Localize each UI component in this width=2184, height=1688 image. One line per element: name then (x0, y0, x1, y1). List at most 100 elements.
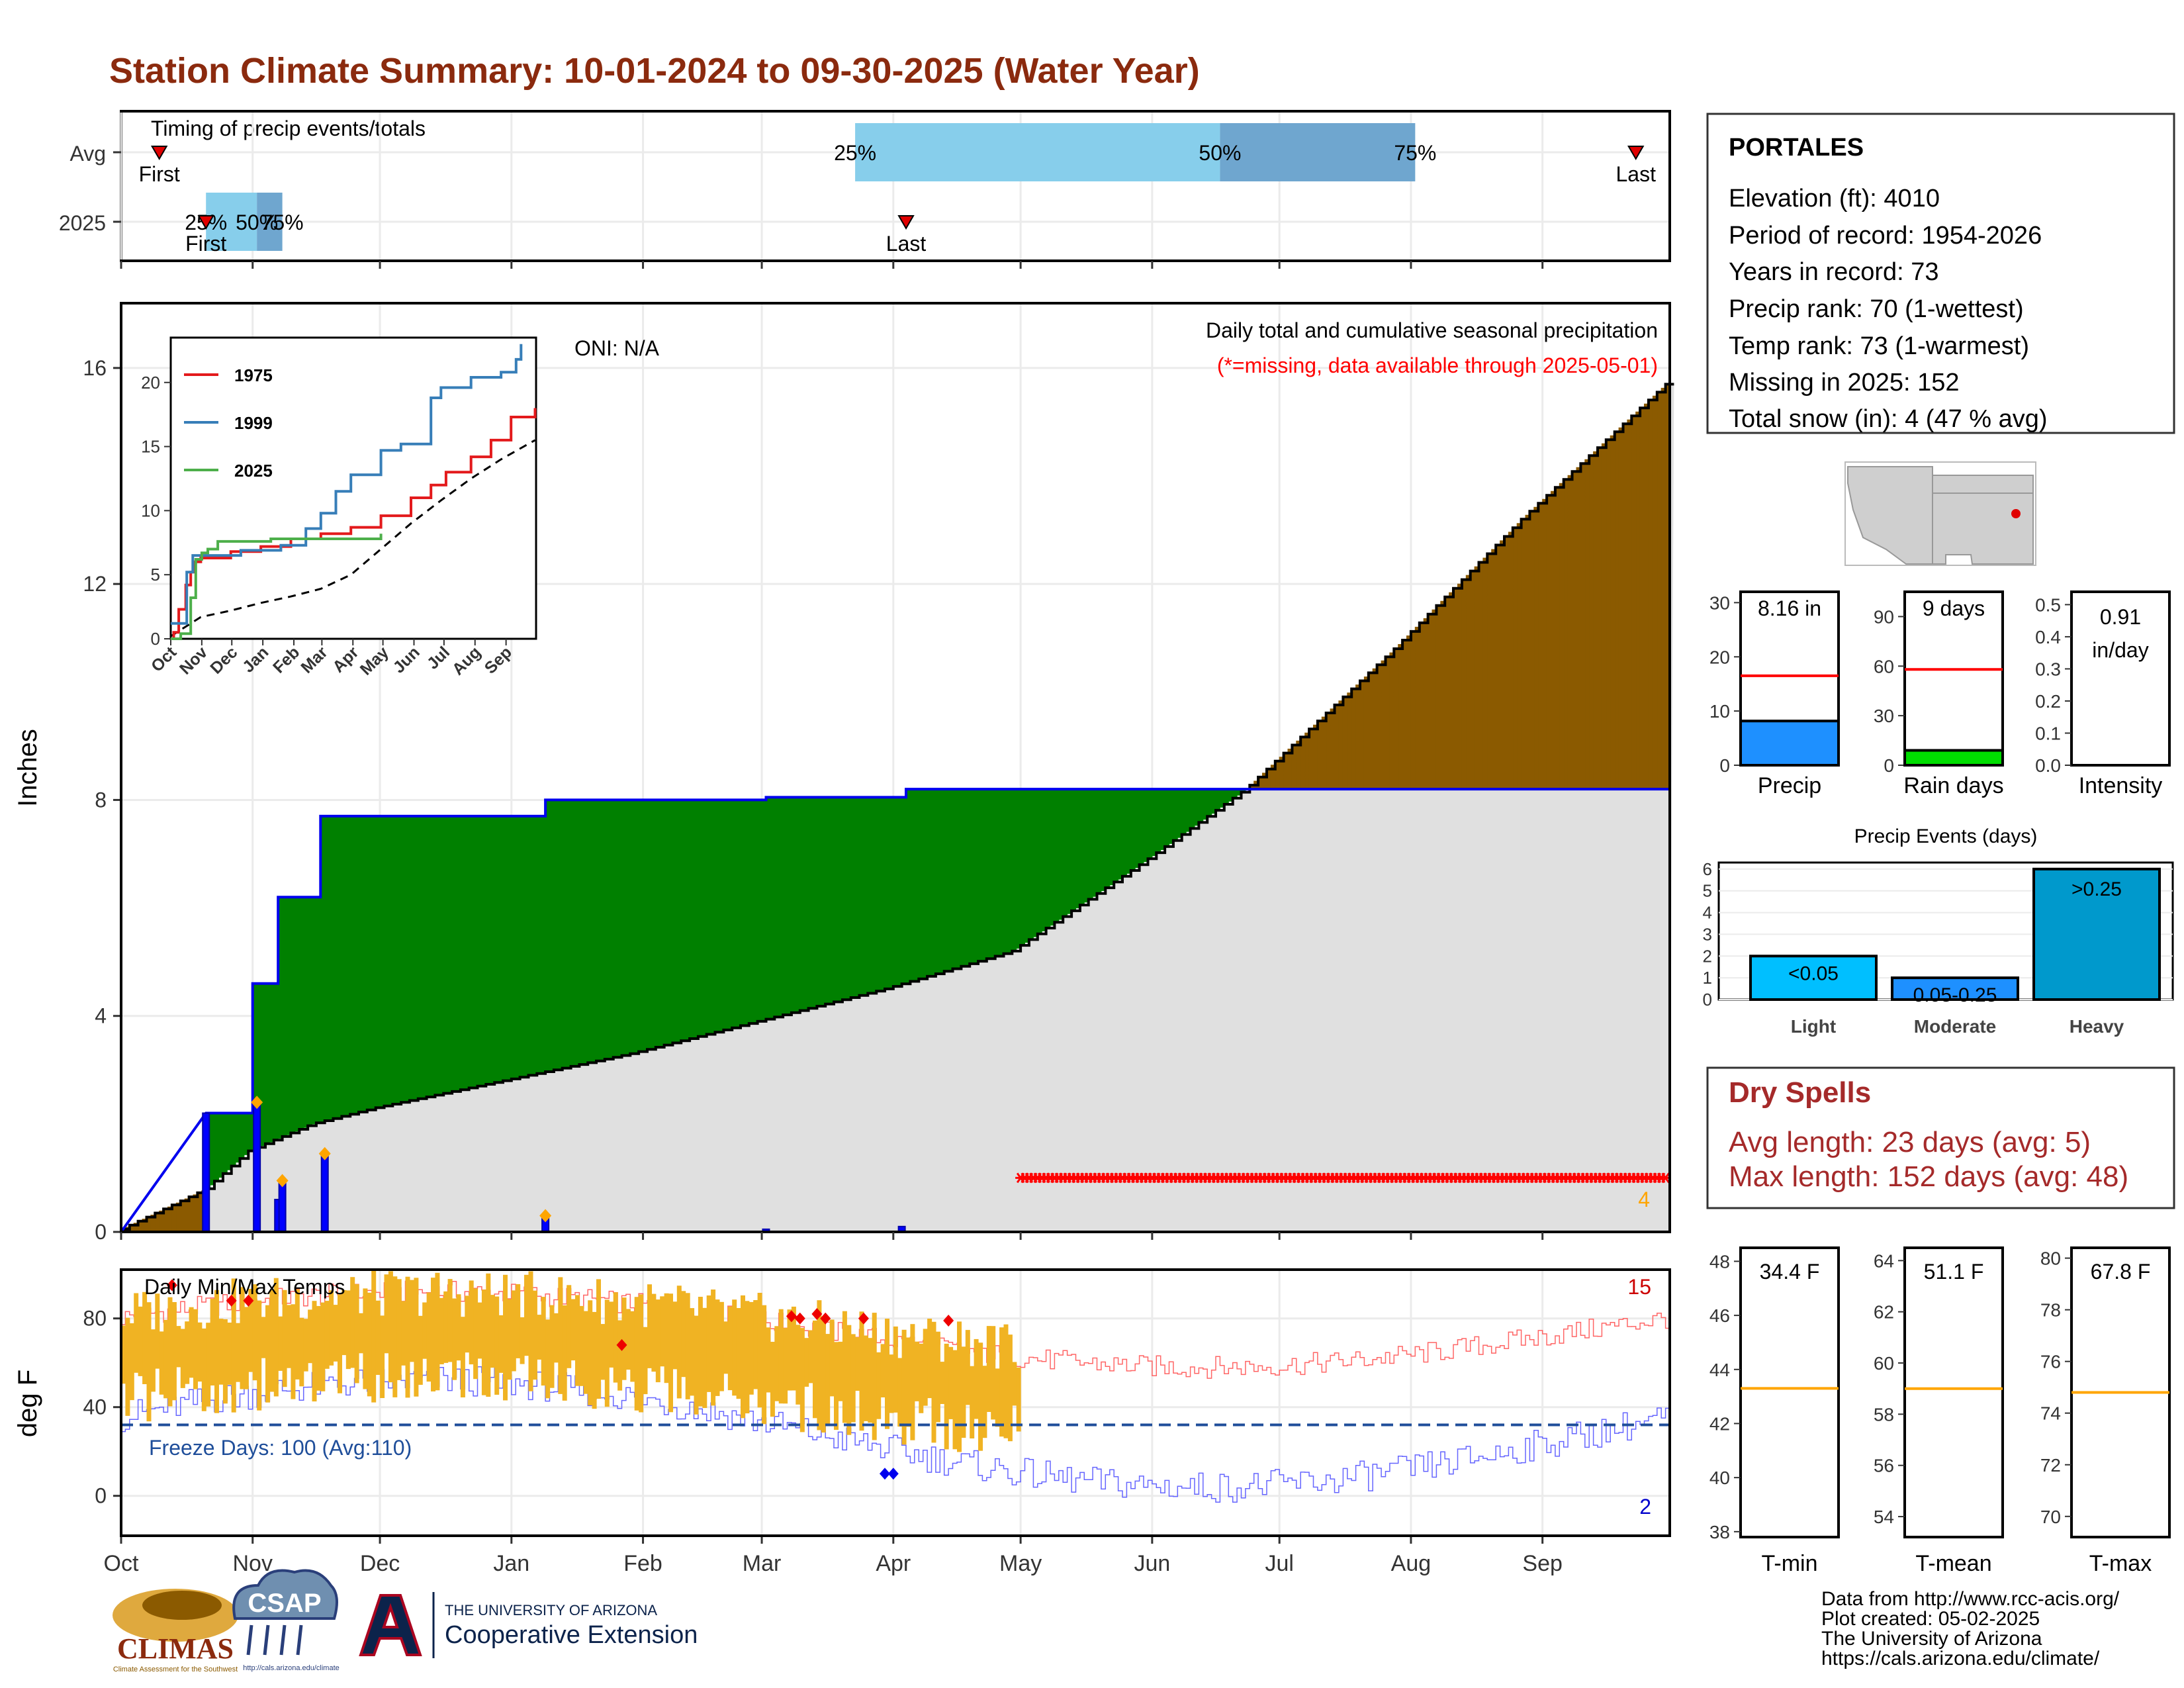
events-ytick-label: 2 (1703, 946, 1712, 966)
daily-temp-range-bar (240, 1287, 245, 1389)
summary-bar-ytick-label: 70 (2040, 1507, 2061, 1527)
map-border (1932, 475, 2033, 564)
month-label: Jul (1265, 1551, 1293, 1576)
daily-temp-range-bar (609, 1301, 614, 1368)
timing-last-marker (897, 215, 915, 230)
precip-caption: Daily total and cumulative seasonal prec… (1206, 318, 1658, 342)
daily-temp-range-bar (316, 1305, 321, 1391)
freeze-days-label: Freeze Days: 100 (Avg:110) (149, 1436, 412, 1460)
daily-temp-range-bar (121, 1325, 126, 1384)
precip-total-bar (1739, 720, 1840, 767)
temp-bar-value: 34.4 F (1760, 1260, 1820, 1284)
csap-rain-icon (246, 1624, 303, 1656)
events-bar (2032, 867, 2161, 1002)
rain-days-bar (1903, 749, 2004, 767)
temp-panel: 0 40 80 deg F Daily Min/Max Temps Freeze D… (13, 1268, 1671, 1537)
intensity-label: Intensity (2079, 773, 2163, 798)
daily-temp-range-bar (1007, 1335, 1013, 1442)
timing-q50-q75-bar (1220, 123, 1416, 181)
record-high-marker (243, 1294, 254, 1307)
inset-ytick-label: 15 (141, 437, 160, 457)
daily-temp-range-bar (396, 1279, 402, 1380)
timing-last-marker (1627, 146, 1645, 160)
daily-temp-range-bar (159, 1331, 164, 1395)
daily-temp-range-bar (486, 1273, 491, 1397)
daily-temp-range-bar (227, 1323, 232, 1385)
events-category-label: Heavy (2070, 1016, 2124, 1037)
summary-bar-ytick-label: 0.5 (2035, 594, 2061, 615)
precip-ylabel: Inches (13, 729, 42, 807)
daily-temp-range-bar (600, 1324, 606, 1380)
events-category-label: Light (1791, 1016, 1836, 1037)
daily-temp-range-bar (401, 1301, 406, 1366)
summary-bar-ytick-label: 62 (1874, 1302, 1894, 1323)
inset-legend-label: 2025 (234, 461, 273, 481)
record-high-marker (858, 1312, 869, 1325)
daily-temp-range-bar (935, 1331, 940, 1423)
daily-temp-range-bar (770, 1342, 775, 1417)
events-ytick-label: 6 (1703, 859, 1712, 879)
daily-temp-range-bar (273, 1278, 279, 1397)
daily-temp-range-bar (681, 1291, 686, 1378)
climas-logo-subtext: Climate Assessment for the Southwest (113, 1665, 238, 1673)
daily-temp-range-bar (520, 1317, 525, 1364)
summary-bars: 0 10 20 30 8.16 in Precip 0 30 60 90 9 days Rain da… (1709, 590, 2171, 1576)
daily-temp-range-bar (613, 1292, 618, 1383)
daily-temp-range-bar (134, 1293, 139, 1373)
inset-legend-label: 1975 (234, 365, 273, 385)
daily-temp-range-bar (405, 1276, 410, 1398)
daily-temp-range-bar (889, 1354, 894, 1413)
daily-temp-range-bar (570, 1299, 576, 1361)
daily-temp-range-bar (477, 1302, 482, 1359)
daily-temp-range-bar (741, 1295, 745, 1419)
daily-temp-range-bar (210, 1298, 215, 1385)
summary-bar-ytick-label: 90 (1874, 606, 1894, 627)
missing-data-marker (1015, 1172, 1671, 1184)
daily-temp-range-bar (201, 1328, 206, 1411)
climas-swirl-icon (142, 1591, 222, 1620)
locator-map (1844, 461, 2036, 566)
daily-temp-range-bar (503, 1274, 508, 1401)
events-ytick-label: 1 (1703, 968, 1712, 988)
inset-ytick-label: 5 (151, 565, 160, 585)
daily-temp-range-bar (257, 1300, 262, 1411)
precip-ytick-label: 4 (95, 1004, 107, 1028)
events-bar-label: <0.05 (1788, 962, 1839, 984)
dry-spells-box: Dry Spells Avg length: 23 days (avg: 5) … (1706, 1066, 2175, 1209)
events-ytick-label: 4 (1703, 903, 1712, 923)
daily-temp-range-bar (231, 1278, 236, 1413)
record-high-marker (811, 1308, 823, 1320)
daily-temp-range-bar (872, 1313, 877, 1440)
timing-label: Timing of precip events/totals (151, 117, 426, 140)
daily-temp-range-bar (345, 1290, 351, 1370)
daily-temp-range-bar (460, 1317, 465, 1397)
daily-temp-range-bar (193, 1309, 198, 1389)
daily-temp-range-bar (829, 1319, 835, 1397)
daily-temp-range-bar (329, 1290, 334, 1366)
daily-temp-range-bar (409, 1280, 414, 1362)
daily-temp-range-bar (630, 1311, 635, 1382)
summary-bar-ytick-label: 78 (2040, 1300, 2061, 1321)
daily-temp-range-bar (422, 1302, 428, 1359)
timing-row-2025: 2025 (59, 211, 106, 235)
daily-temp-range-bar (443, 1291, 449, 1363)
ua-a-icon (359, 1594, 422, 1656)
daily-temp-range-bar (494, 1296, 500, 1395)
record-high-marker (166, 1279, 177, 1291)
daily-temp-range-bar (222, 1319, 228, 1404)
daily-temp-range-bar (516, 1284, 521, 1358)
record-low-marker (879, 1468, 890, 1480)
daily-temp-range-bar (948, 1346, 954, 1419)
daily-temp-range-bar (312, 1301, 317, 1402)
record-low-marker (887, 1468, 899, 1480)
events-bar (1749, 955, 1878, 1002)
timing-q50-q75-bar (257, 193, 283, 251)
temp-bar-value: 51.1 F (1924, 1260, 1984, 1284)
daily-temp-range-bar (596, 1279, 601, 1399)
daily-temp-range-bar (248, 1288, 253, 1372)
daily-temp-range-bar (625, 1309, 631, 1370)
daily-temp-range-bar (388, 1271, 393, 1383)
daily-precip-bar (320, 1152, 329, 1233)
daily-temp-range-bar (745, 1301, 750, 1414)
